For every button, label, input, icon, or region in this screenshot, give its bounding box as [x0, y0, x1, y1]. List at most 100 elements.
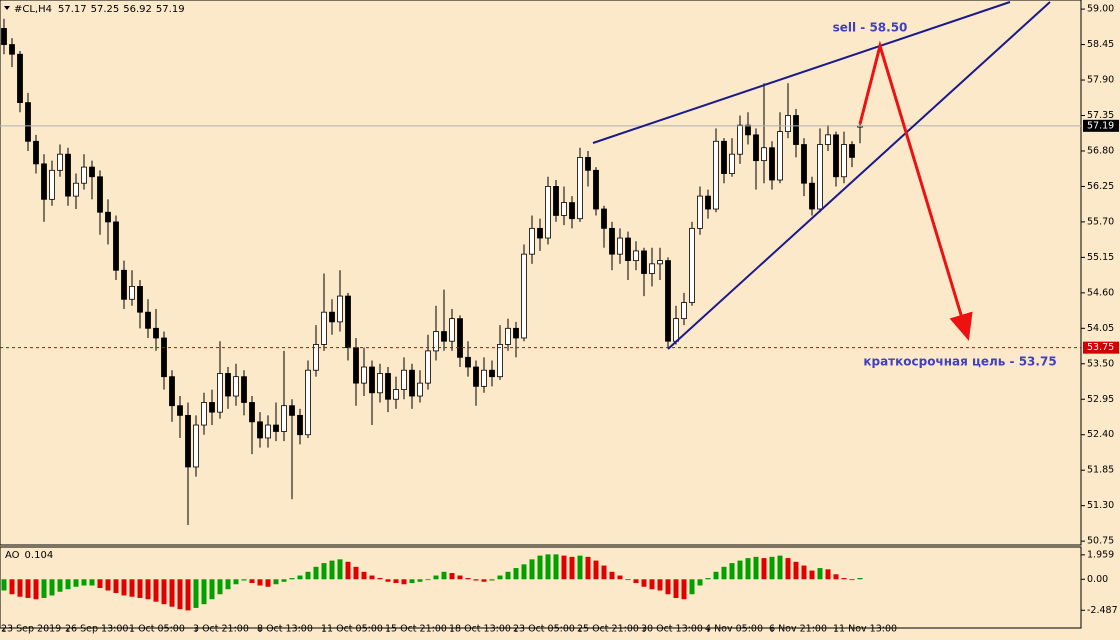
candle-body [841, 144, 847, 178]
ao-bar [33, 579, 39, 600]
ao-bar [401, 579, 407, 585]
candle-body [617, 237, 623, 255]
ao-bar [473, 579, 479, 581]
candle-body [169, 376, 175, 407]
candle-body [49, 169, 55, 200]
ao-bar [745, 558, 751, 580]
candle-body [289, 405, 295, 416]
ao-bar [793, 561, 799, 580]
header-open: 57.17 [58, 4, 87, 15]
candle-body [1, 28, 7, 45]
ao-bar [1, 579, 7, 591]
ao-bar [353, 566, 359, 580]
candle-body [225, 373, 231, 397]
y-tick-label: 55.70 [1087, 216, 1114, 227]
x-tick-label: 23 Oct 05:00 [513, 624, 575, 635]
forecast-arrow [858, 40, 973, 341]
candle-body [249, 402, 255, 423]
ao-bar [321, 563, 327, 580]
candle-body [545, 186, 551, 239]
candle-body [721, 140, 727, 174]
x-tick-label: 8 Oct 13:00 [257, 624, 313, 635]
ao-bar [625, 579, 631, 581]
candle-body [729, 153, 735, 174]
ao-bar [417, 579, 423, 582]
ao-header: AO 0.104 [5, 550, 53, 561]
candle-body [673, 318, 679, 342]
candle-body [529, 227, 535, 255]
ao-bar [249, 579, 255, 584]
ao-bar [721, 566, 727, 580]
ao-bar [513, 568, 519, 580]
ao-bar [433, 575, 439, 580]
ao-bar [145, 579, 151, 600]
ao-bar [57, 579, 63, 592]
candle-body [97, 176, 103, 213]
candle-body [593, 169, 599, 210]
ao-bar [25, 579, 31, 598]
y-tick-label: 52.95 [1087, 394, 1114, 405]
ao-bar [769, 556, 775, 580]
candle-body [681, 302, 687, 320]
ao-bar [305, 571, 311, 580]
candle-body [297, 414, 303, 436]
candle-body [345, 295, 351, 349]
candle-body [393, 389, 399, 400]
candle-body [81, 166, 87, 184]
candle-body [609, 227, 615, 255]
main-panel [0, 0, 1082, 546]
menu-icon[interactable] [4, 6, 10, 10]
ao-bar [97, 579, 103, 588]
ao-bar [657, 579, 663, 591]
x-tick-label: 25 Oct 21:00 [577, 624, 639, 635]
candle-body [241, 376, 247, 403]
x-tick-label: 26 Sep 13:00 [65, 624, 128, 635]
candle-body [441, 331, 447, 342]
candle-body [185, 414, 191, 468]
ao-bar [281, 579, 287, 582]
ao-bar [801, 565, 807, 580]
x-tick-label: 18 Oct 13:00 [449, 624, 511, 635]
ao-bar [705, 578, 711, 580]
candle-body [457, 318, 463, 358]
candle-body [257, 421, 263, 439]
y-tick-label: 56.25 [1087, 181, 1114, 192]
candle-body [41, 163, 47, 200]
ao-bar [225, 579, 231, 590]
ao-bar [65, 579, 71, 590]
candle-body [433, 331, 439, 352]
ao-bar [73, 579, 79, 587]
candle-body [513, 327, 519, 339]
ao-bar [273, 579, 279, 585]
ao-bar [617, 575, 623, 580]
ao-bar [481, 579, 487, 582]
y-tick-label: -2.487 [1087, 605, 1118, 616]
ao-bar [609, 571, 615, 580]
candle-body [113, 221, 119, 271]
candle-body [369, 366, 375, 394]
candle-body [801, 144, 807, 184]
candle-body [25, 102, 31, 142]
annotation: sell - 58.50 [833, 21, 908, 35]
ao-bar [633, 579, 639, 584]
ao-bar [841, 578, 847, 580]
y-tick-label: 59.00 [1087, 4, 1114, 15]
ao-bar [329, 560, 335, 580]
x-tick-label: 11 Nov 13:00 [833, 624, 897, 635]
ao-bar [337, 559, 343, 580]
ao-bar [177, 579, 183, 610]
candle-body [385, 373, 391, 400]
price-label: 57.19 [1087, 120, 1114, 131]
ao-bar [81, 579, 87, 586]
ao-bar [121, 579, 127, 596]
candle-body [161, 337, 167, 378]
ao-bar [577, 555, 583, 580]
candle-body [561, 202, 567, 216]
y-tick-label: 52.40 [1087, 429, 1114, 440]
y-tick-label: 55.15 [1087, 252, 1114, 263]
candle-body [657, 260, 663, 265]
candle-body [417, 382, 423, 397]
x-tick-label: 4 Nov 05:00 [705, 624, 763, 635]
candle-body [17, 53, 23, 104]
